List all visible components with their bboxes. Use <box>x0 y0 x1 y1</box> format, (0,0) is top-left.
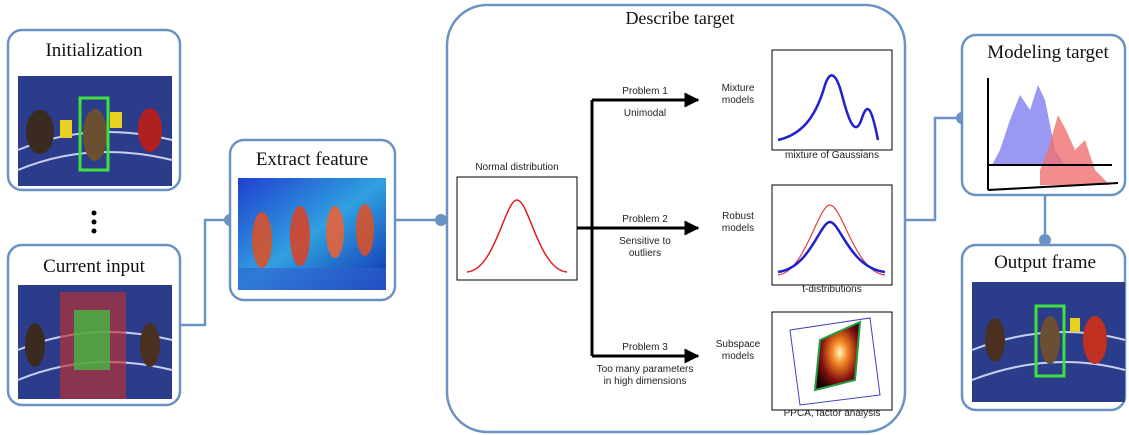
problem-description: outliers <box>629 248 661 259</box>
solution-label: models <box>722 223 754 234</box>
image <box>18 76 172 186</box>
problem-label: Problem 1 <box>622 86 668 97</box>
solution-label: Mixture <box>722 83 755 94</box>
image <box>972 282 1125 402</box>
ellipsis <box>92 211 97 234</box>
node-title: Extract feature <box>256 149 368 170</box>
solution-label: Subspace <box>716 339 761 350</box>
node-title: Output frame <box>994 252 1096 273</box>
problem-description: in high dimensions <box>604 376 687 387</box>
normal-label: Normal distribution <box>475 162 558 173</box>
node-title: Initialization <box>45 40 143 61</box>
diagram: Initialization Current input Extract fea… <box>0 0 1129 435</box>
problem-description: Too many parameters <box>597 364 694 375</box>
node-title: Describe target <box>625 8 734 28</box>
plot-caption: t-distributions <box>802 284 861 295</box>
problem-description: Sensitive to <box>619 236 671 247</box>
image <box>238 178 386 290</box>
connector-dot <box>435 214 447 226</box>
connector <box>180 220 230 325</box>
solution-label: models <box>722 351 754 362</box>
problem-description: Unimodal <box>624 108 666 119</box>
solution-label: Robust <box>722 211 754 222</box>
normal-plot <box>457 177 577 280</box>
problem-label: Problem 3 <box>622 342 668 353</box>
node-title: Modeling target <box>987 42 1109 63</box>
plot-caption: mixture of Gaussians <box>785 150 879 161</box>
problem-label: Problem 2 <box>622 214 668 225</box>
image <box>18 285 172 399</box>
solution-label: models <box>722 95 754 106</box>
connector <box>905 118 962 220</box>
node-title: Current input <box>43 256 146 277</box>
